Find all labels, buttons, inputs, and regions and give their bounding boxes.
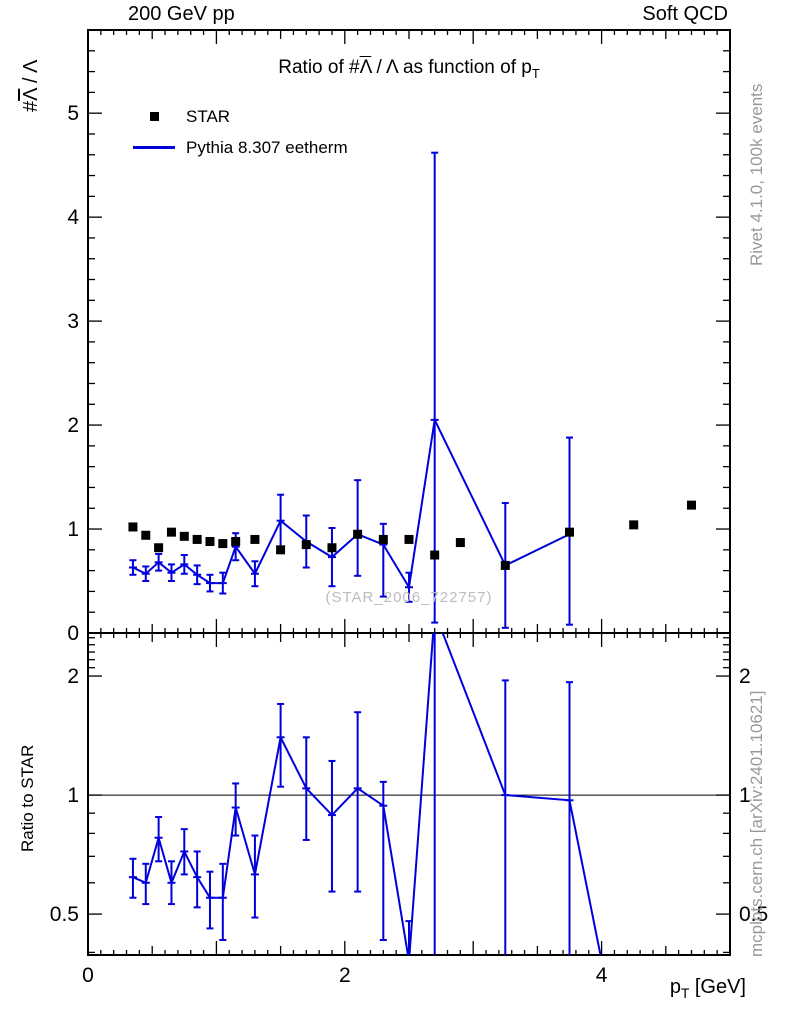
svg-text:4: 4 xyxy=(67,206,79,229)
pythia-series-ratio xyxy=(128,633,602,955)
beam-energy-label: 200 GeV pp xyxy=(128,3,235,25)
ratio-y-axis-label: Ratio to STAR xyxy=(18,744,37,852)
legend-item-star: STAR xyxy=(132,101,348,132)
plot-title: Ratio of #Λ / Λ as function of pT xyxy=(278,57,540,81)
svg-text:5: 5 xyxy=(67,102,79,125)
svg-text:0: 0 xyxy=(67,622,79,645)
legend: STAR Pythia 8.307 eetherm xyxy=(132,101,348,163)
ratio-panel-frame xyxy=(87,632,731,956)
pt-subscript: T xyxy=(680,986,690,1001)
svg-text:0.5: 0.5 xyxy=(50,903,79,926)
svg-text:0: 0 xyxy=(82,964,94,987)
svg-text:0.5: 0.5 xyxy=(739,903,768,926)
rivet-version-label: Rivet 4.1.0, 100k events xyxy=(747,83,766,266)
pt-subscript: T xyxy=(531,65,540,81)
svg-text:3: 3 xyxy=(67,310,79,333)
svg-text:2: 2 xyxy=(739,665,751,688)
main-y-axis-label: #Λ / Λ xyxy=(20,59,42,112)
legend-label-star: STAR xyxy=(186,106,231,126)
ratio-series-group xyxy=(128,633,602,955)
star-marker-swatch xyxy=(132,112,176,121)
svg-text:1: 1 xyxy=(67,784,79,807)
pythia-series-main xyxy=(128,151,574,629)
main-series-group xyxy=(128,151,696,629)
lambda-bar-symbol: Λ xyxy=(20,88,42,101)
svg-text:2: 2 xyxy=(339,964,351,987)
star-square-marker-icon xyxy=(149,112,159,121)
svg-text:4: 4 xyxy=(596,964,608,987)
legend-item-pythia: Pythia 8.307 eetherm xyxy=(132,132,348,163)
analysis-id-watermark: (STAR_2006_722757) xyxy=(325,589,493,606)
axis-ticks xyxy=(87,29,731,955)
star-data-points xyxy=(128,500,696,570)
svg-text:1: 1 xyxy=(739,784,751,807)
svg-text:1: 1 xyxy=(67,518,79,541)
svg-text:2: 2 xyxy=(67,414,79,437)
pythia-line-swatch xyxy=(132,146,176,149)
legend-label-pythia: Pythia 8.307 eetherm xyxy=(186,137,348,157)
lambda-bar-symbol: Λ xyxy=(359,57,372,78)
mcplots-attribution-label: mcplots.cern.ch [arXiv:2401.10621] xyxy=(747,690,766,957)
pythia-line-icon xyxy=(133,146,175,149)
plot-title-text: Ratio of # xyxy=(278,57,360,78)
tick-labels: 0 1 2 3 4 5 0.5 0.5 1 1 2 2 0 2 4 xyxy=(50,102,768,987)
svg-text:2: 2 xyxy=(67,665,79,688)
process-group-label: Soft QCD xyxy=(642,3,728,25)
x-axis-label: pT [GeV] xyxy=(669,976,746,1001)
